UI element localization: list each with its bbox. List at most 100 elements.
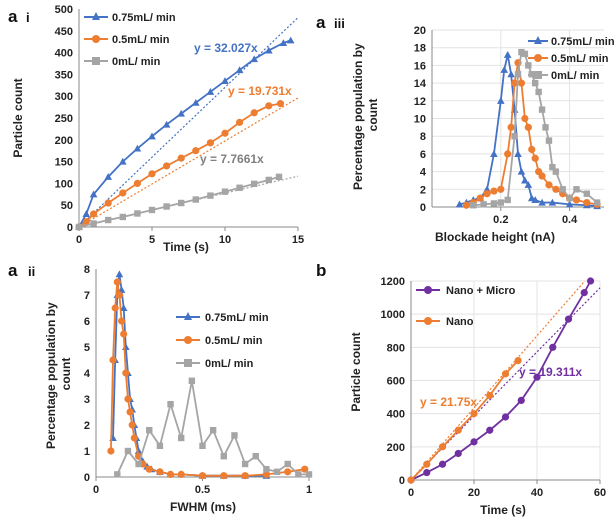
- data-point: [501, 370, 510, 378]
- data-point: [470, 438, 478, 446]
- panel-b-legend: Nano + Micro Nano: [416, 285, 516, 328]
- legend-label: 0mL/ min: [551, 70, 600, 82]
- data-point: [295, 471, 302, 478]
- legend-label: 0mL/ min: [205, 358, 254, 370]
- data-point: [305, 471, 313, 478]
- data-point: [133, 144, 142, 152]
- data-point: [109, 356, 117, 364]
- y-tick-label: 100: [55, 178, 73, 190]
- data-point: [192, 147, 200, 155]
- panel-a-iii-ylabel: Percentage population by count: [351, 40, 380, 190]
- data-point: [593, 199, 601, 206]
- y-tick-label: 3: [84, 394, 90, 406]
- data-point: [504, 150, 512, 158]
- data-point: [438, 460, 447, 468]
- panel-a-iii-xlabel: Blockade height (nA): [435, 230, 555, 244]
- legend-marker-square: [184, 359, 192, 367]
- data-point: [199, 442, 206, 449]
- data-point: [188, 377, 196, 384]
- data-point: [148, 170, 156, 178]
- panel-a-iii: a iii Percentage population by count Blo…: [316, 13, 615, 244]
- data-point: [90, 220, 97, 227]
- data-point: [252, 453, 259, 460]
- data-point: [220, 453, 227, 460]
- legend-marker-triangle: [534, 36, 542, 44]
- data-point: [476, 194, 484, 202]
- data-point: [163, 203, 170, 210]
- x-tick-label: 0.2: [493, 214, 508, 226]
- data-point: [221, 129, 229, 137]
- data-point: [521, 114, 529, 123]
- data-point: [156, 442, 164, 449]
- y-tick-label: 450: [55, 26, 73, 38]
- y-tick-label: 200: [55, 135, 73, 147]
- data-point: [119, 189, 127, 197]
- data-point: [128, 421, 136, 429]
- data-point: [572, 196, 581, 204]
- y-tick-label: 150: [55, 157, 73, 169]
- data-point: [115, 291, 124, 299]
- fit-annotation: y = 19.311x: [519, 365, 582, 379]
- data-point: [119, 213, 126, 221]
- y-tick-label: 12: [414, 96, 426, 108]
- y-tick-label: 2: [420, 184, 426, 196]
- data-point: [480, 201, 487, 208]
- y-tick-label: 1: [84, 446, 90, 458]
- y-tick-label: 8: [84, 264, 90, 276]
- x-tick-label: 1: [306, 484, 312, 496]
- data-point: [549, 163, 556, 171]
- fit-annotation: y = 32.027x: [194, 41, 258, 55]
- data-point: [514, 71, 522, 78]
- data-point: [552, 185, 560, 193]
- data-point: [275, 173, 283, 181]
- data-point: [552, 168, 560, 175]
- ylabel-line-2: count: [59, 358, 73, 391]
- data-point: [286, 36, 295, 44]
- data-point: [462, 201, 470, 209]
- y-tick-label: 600: [387, 376, 405, 388]
- x-tick-label: 20: [468, 487, 480, 499]
- y-tick-label: 8: [420, 131, 426, 143]
- y-tick-label: 300: [55, 91, 73, 103]
- data-point: [236, 184, 243, 191]
- legend-label: 0.75mL/ min: [551, 36, 615, 48]
- data-point: [107, 447, 115, 455]
- data-point: [276, 100, 285, 108]
- panel-a-ii: a ii Percentage population by count FWHM…: [8, 261, 313, 514]
- series-line-nano: [410, 359, 519, 481]
- data-point: [549, 343, 557, 351]
- data-point: [90, 210, 98, 218]
- data-point: [231, 432, 238, 439]
- panel-a-i-ylabel: Particle count: [11, 78, 25, 157]
- y-tick-label: 4: [84, 368, 91, 380]
- data-point: [251, 180, 258, 188]
- legend-label: 0.5mL/ min: [112, 34, 170, 46]
- data-point: [130, 434, 138, 442]
- data-point: [470, 202, 477, 209]
- panel-a-ii-plot: 0 1 2 3 4 5 6 7 8 0 0.5 1: [84, 264, 313, 496]
- data-point: [580, 289, 588, 297]
- data-point: [265, 46, 273, 54]
- data-point: [207, 192, 214, 199]
- y-tick-label: 50: [61, 200, 73, 212]
- y-tick-label: 7: [84, 290, 90, 302]
- x-tick-label: 40: [531, 487, 543, 499]
- data-point: [262, 470, 270, 478]
- data-point: [528, 145, 536, 154]
- data-point: [89, 190, 98, 198]
- legend-marker-square: [92, 57, 100, 65]
- series-line-0-5ml-min: [466, 62, 598, 207]
- data-point: [500, 66, 509, 73]
- data-point: [198, 472, 207, 480]
- data-point: [524, 181, 533, 188]
- data-point: [124, 447, 132, 455]
- panel-b-ylabel: Particle count: [349, 332, 363, 411]
- panel-a-iii-plot: 0 2 4 6 8 10 12 14 16 18 20 0.2 0.4: [414, 25, 604, 226]
- data-point: [250, 55, 258, 63]
- y-tick-label: 250: [55, 113, 73, 125]
- data-point: [564, 315, 573, 323]
- y-tick-label: 0: [84, 472, 90, 484]
- data-point: [111, 304, 119, 312]
- data-point: [122, 343, 130, 351]
